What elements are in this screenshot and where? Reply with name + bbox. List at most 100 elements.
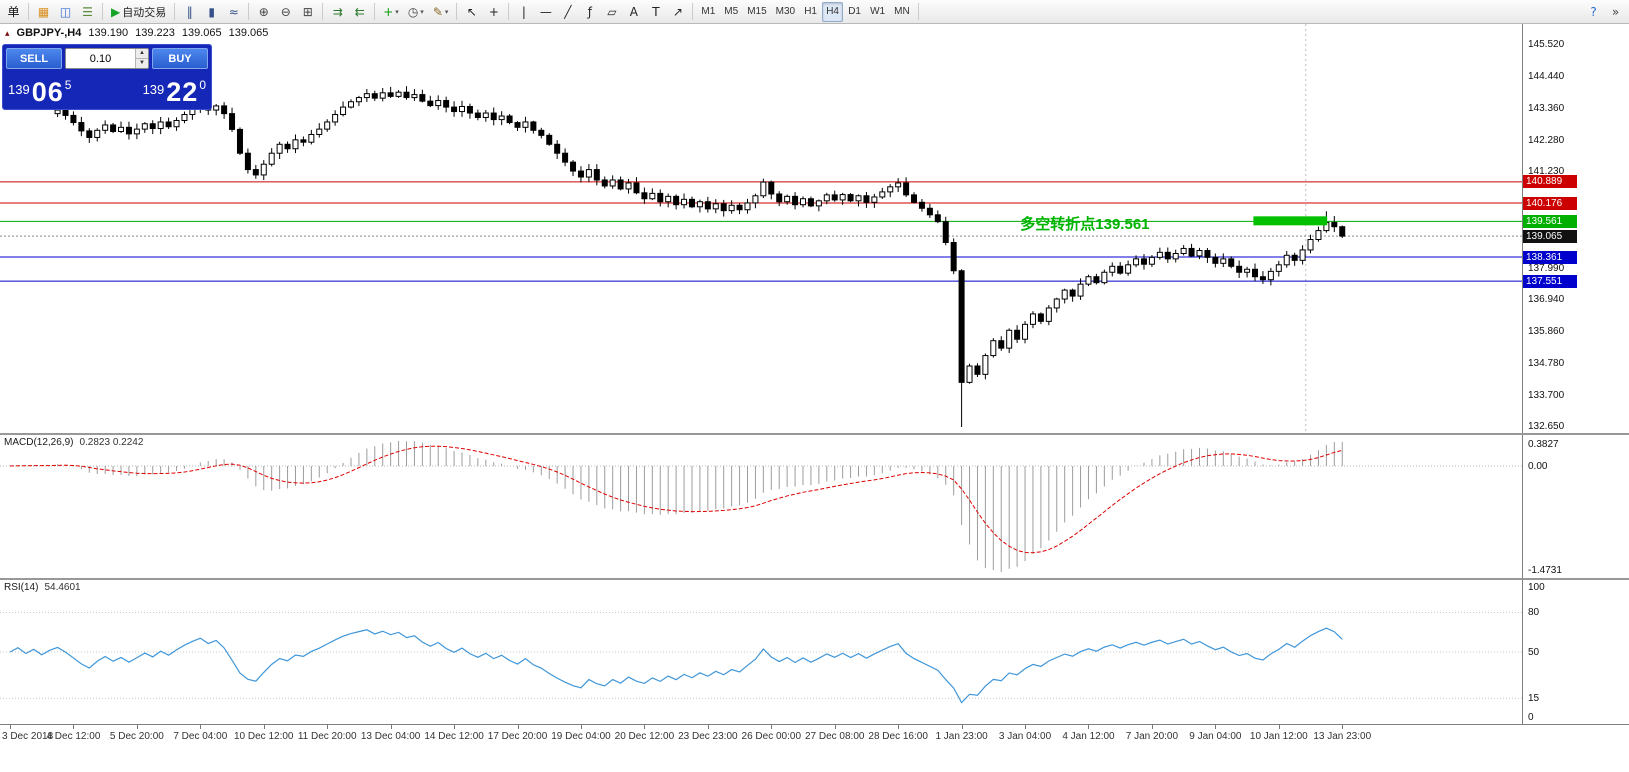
candle-body [1014,329,1021,340]
market-watch-button[interactable]: ☰ [77,2,98,22]
lot-increase-button[interactable]: ▲ [136,49,148,59]
tf-w1-button[interactable]: W1 [866,2,889,22]
new-order-button[interactable]: 单 [3,2,24,22]
price-axis-label: 143.360 [1528,102,1565,114]
candle-body [1244,268,1251,273]
tf-m1-button[interactable]: M1 [697,2,719,22]
candlestick-chart-button[interactable]: ▮ [201,2,222,22]
bar-chart-button[interactable]: ‖ [179,2,200,22]
market-watch-icon: ☰ [82,4,93,19]
candle-body [1133,258,1140,266]
line-chart-button[interactable]: ≈ [223,2,244,22]
toolbar-separator [322,3,324,20]
time-axis-label: 4 Jan 12:00 [1062,731,1115,742]
price-axis-label: 141.230 [1528,166,1565,178]
chart-shift-button[interactable]: ⇇ [349,2,370,22]
price-badge: 138.361 [1523,250,1577,264]
panel-separator[interactable] [0,433,1629,435]
chart-shift-icon: ⇇ [354,4,365,19]
trendline-button[interactable]: ╱ [557,2,578,22]
macd-axis[interactable]: 0.3827 0.00 -1.4731 [1522,435,1629,578]
profiles-button[interactable]: ◫ [55,2,76,22]
cursor-button[interactable]: ↖ [461,2,482,22]
zoom-in-button[interactable]: ⊕ [253,2,274,22]
rsi-axis[interactable]: 100 80 50 15 0 [1522,580,1629,724]
time-axis-label: 3 Jan 04:00 [998,731,1052,742]
candle-body [189,108,196,116]
price-axis[interactable]: 145.520 144.440 143.360 142.280 141.230 140.1… [1522,24,1629,433]
candle-body [585,169,592,178]
candle-body [1125,264,1132,274]
macd-panel[interactable]: MACD(12,26,9) 0.2823 0.2242 [0,435,1522,578]
auto-trading-button[interactable]: ▶ 自动交易 [107,2,170,22]
buy-button[interactable]: BUY [152,48,208,69]
toolbar-overflow-button[interactable]: » [1605,2,1626,22]
periods-button[interactable]: ◷ ▾ [404,2,428,22]
tf-h4-button-label: H4 [826,6,839,17]
time-axis-label: 20 Dec 12:00 [614,731,675,742]
sell-button[interactable]: SELL [6,48,62,69]
highlight-segment[interactable] [1253,216,1328,226]
tf-mn-button[interactable]: MN [890,2,914,22]
candle-body [1188,247,1195,257]
auto-scroll-button[interactable]: ⇉ [327,2,348,22]
rsi-panel[interactable]: RSI(14) 54.4601 [0,580,1522,724]
tf-h1-button[interactable]: H1 [800,2,821,22]
candle-body [1061,289,1068,300]
candlestick-chart-icon: ▮ [208,4,216,19]
time-axis[interactable]: 3 Dec 2018 4 Dec 12:00 5 Dec 20:00 7 Dec 04… [0,724,1629,772]
sell-price-prefix: 139 [8,82,30,97]
tile-windows-icon: ⊞ [302,4,313,19]
candle-body [760,181,767,197]
candle-body [998,340,1005,349]
fibonacci-button[interactable]: ƒ [579,2,600,22]
new-chart-button[interactable]: ▦ [33,2,54,22]
timeframes-group: M1 M5 M15 M30 H1 H4 D1 W1 MN [697,1,914,22]
candle-body [1220,258,1227,264]
candle-body [958,270,965,383]
trendline-icon: ╱ [564,4,572,19]
macd-histogram [17,441,1343,572]
toolbar-separator [102,3,103,20]
indicators-button[interactable]: + ▾ [379,2,403,22]
candle-body [1164,251,1171,260]
time-tick [390,725,392,729]
lot-decrease-button[interactable]: ▼ [136,59,148,68]
help-button[interactable]: ? [1583,2,1604,22]
zoom-out-button[interactable]: ⊖ [275,2,296,22]
ohlc-header: ▴ GBPJPY-,H4 139.190 139.223 139.065 139… [5,27,268,39]
tile-windows-button[interactable]: ⊞ [297,2,318,22]
tf-h4-button[interactable]: H4 [822,1,844,22]
shapes-button[interactable]: ▱ [601,2,622,22]
candle-body [657,192,664,203]
turning-point-annotation[interactable]: 多空转折点139.561 [1020,215,1149,233]
candle-body [530,121,537,131]
rsi-axis-label: 50 [1528,646,1540,658]
line-chart-icon: ≈ [228,4,239,19]
lot-size-input[interactable] [66,49,135,68]
tf-d1-button[interactable]: D1 [844,2,865,22]
time-tick [1278,725,1280,729]
tf-m15-button[interactable]: M15 [743,2,770,22]
vertical-line-button[interactable]: | [513,2,534,22]
candle-body [1069,289,1076,297]
time-axis-label: 4 Dec 12:00 [46,731,101,742]
rsi-values: 54.4601 [44,582,81,593]
candle-body [1093,276,1100,284]
arrows-button[interactable]: ↗ [667,2,688,22]
panel-separator[interactable] [0,578,1629,580]
tf-m30-button[interactable]: M30 [772,2,799,22]
templates-button[interactable]: ✎ ▾ [429,2,453,22]
caret-down-icon: ▾ [395,8,399,16]
horizontal-line-button[interactable]: — [535,2,556,22]
main-chart-plot[interactable]: 多空转折点139.561 ▴ GBPJPY-,H4 139.190 139.22… [0,24,1522,433]
candle-body [1267,270,1274,281]
label-button[interactable]: T [645,2,666,22]
time-tick [1151,725,1153,729]
candle-body [62,109,69,116]
candle-body [443,100,450,108]
time-tick [136,725,138,729]
text-button[interactable]: A [623,2,644,22]
crosshair-button[interactable]: + [483,2,504,22]
tf-m5-button[interactable]: M5 [720,2,742,22]
